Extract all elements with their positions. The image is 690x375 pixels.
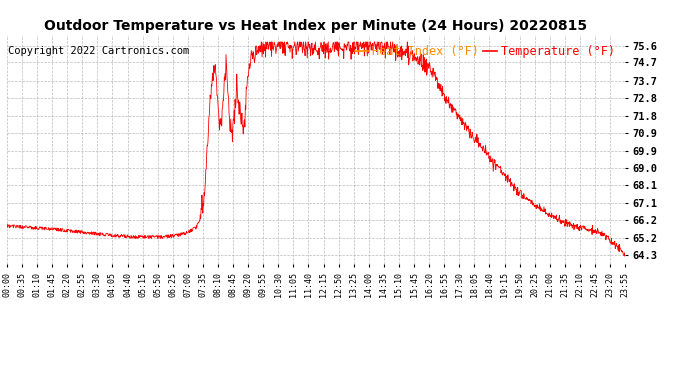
Legend: Heat Index (°F), Temperature (°F): Heat Index (°F), Temperature (°F) <box>350 40 619 63</box>
Title: Outdoor Temperature vs Heat Index per Minute (24 Hours) 20220815: Outdoor Temperature vs Heat Index per Mi… <box>44 20 588 33</box>
Text: Copyright 2022 Cartronics.com: Copyright 2022 Cartronics.com <box>8 46 190 56</box>
